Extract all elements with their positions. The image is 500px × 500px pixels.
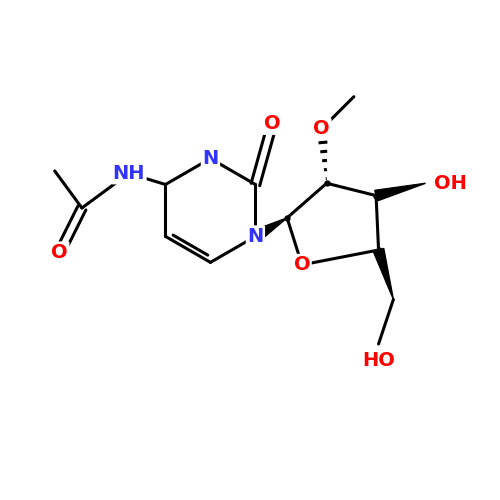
Polygon shape xyxy=(374,248,394,300)
Text: O: O xyxy=(264,114,280,134)
Text: O: O xyxy=(294,256,310,274)
Text: NH: NH xyxy=(112,164,145,183)
Text: O: O xyxy=(314,120,330,139)
Text: N: N xyxy=(248,227,264,246)
Text: O: O xyxy=(52,243,68,262)
Text: HO: HO xyxy=(362,352,395,370)
Polygon shape xyxy=(375,183,426,201)
Polygon shape xyxy=(252,218,287,242)
Text: N: N xyxy=(202,149,218,168)
Text: OH: OH xyxy=(434,174,468,193)
